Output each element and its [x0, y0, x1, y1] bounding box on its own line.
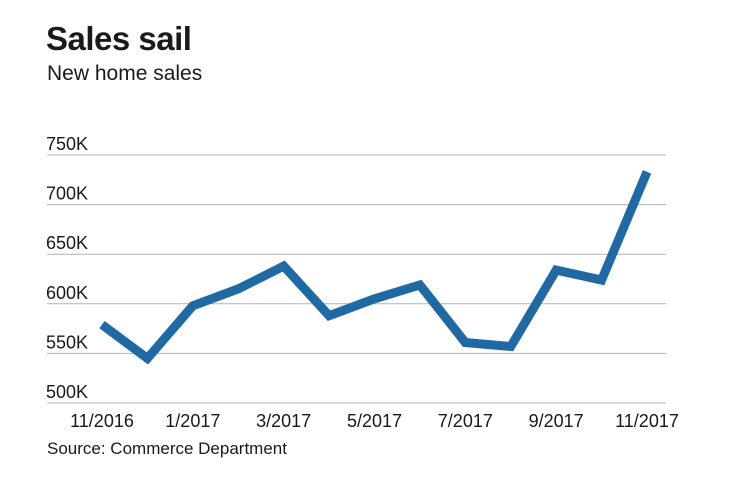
y-tick-label: 500K: [46, 382, 88, 402]
series-new-home-sales: [99, 170, 652, 365]
chart-title: Sales sail: [46, 20, 192, 57]
series-line: [99, 170, 652, 365]
y-tick-label: 700K: [46, 184, 88, 204]
x-axis-labels: 11/2016 1/2017 3/2017 5/2017 7/2017 9/2017 11/…: [70, 411, 679, 431]
gridlines: [47, 154, 666, 404]
y-tick-label: 650K: [46, 233, 88, 253]
chart-subtitle: New home sales: [47, 62, 203, 85]
x-tick-label: 5/2017: [347, 411, 402, 431]
x-tick-label: 3/2017: [256, 411, 311, 431]
x-tick-label: 11/2017: [615, 411, 679, 431]
x-tick-label: 11/2016: [70, 411, 134, 431]
source-note: Source: Commerce Department: [47, 439, 287, 458]
x-tick-label: 7/2017: [438, 411, 493, 431]
y-tick-label: 750K: [46, 134, 88, 154]
x-tick-label: 1/2017: [165, 411, 220, 431]
y-tick-label: 600K: [46, 283, 88, 303]
y-axis-labels: 500K 550K 600K 650K 700K 750K: [46, 134, 88, 402]
y-tick-label: 550K: [46, 332, 88, 352]
x-tick-label: 9/2017: [529, 411, 584, 431]
